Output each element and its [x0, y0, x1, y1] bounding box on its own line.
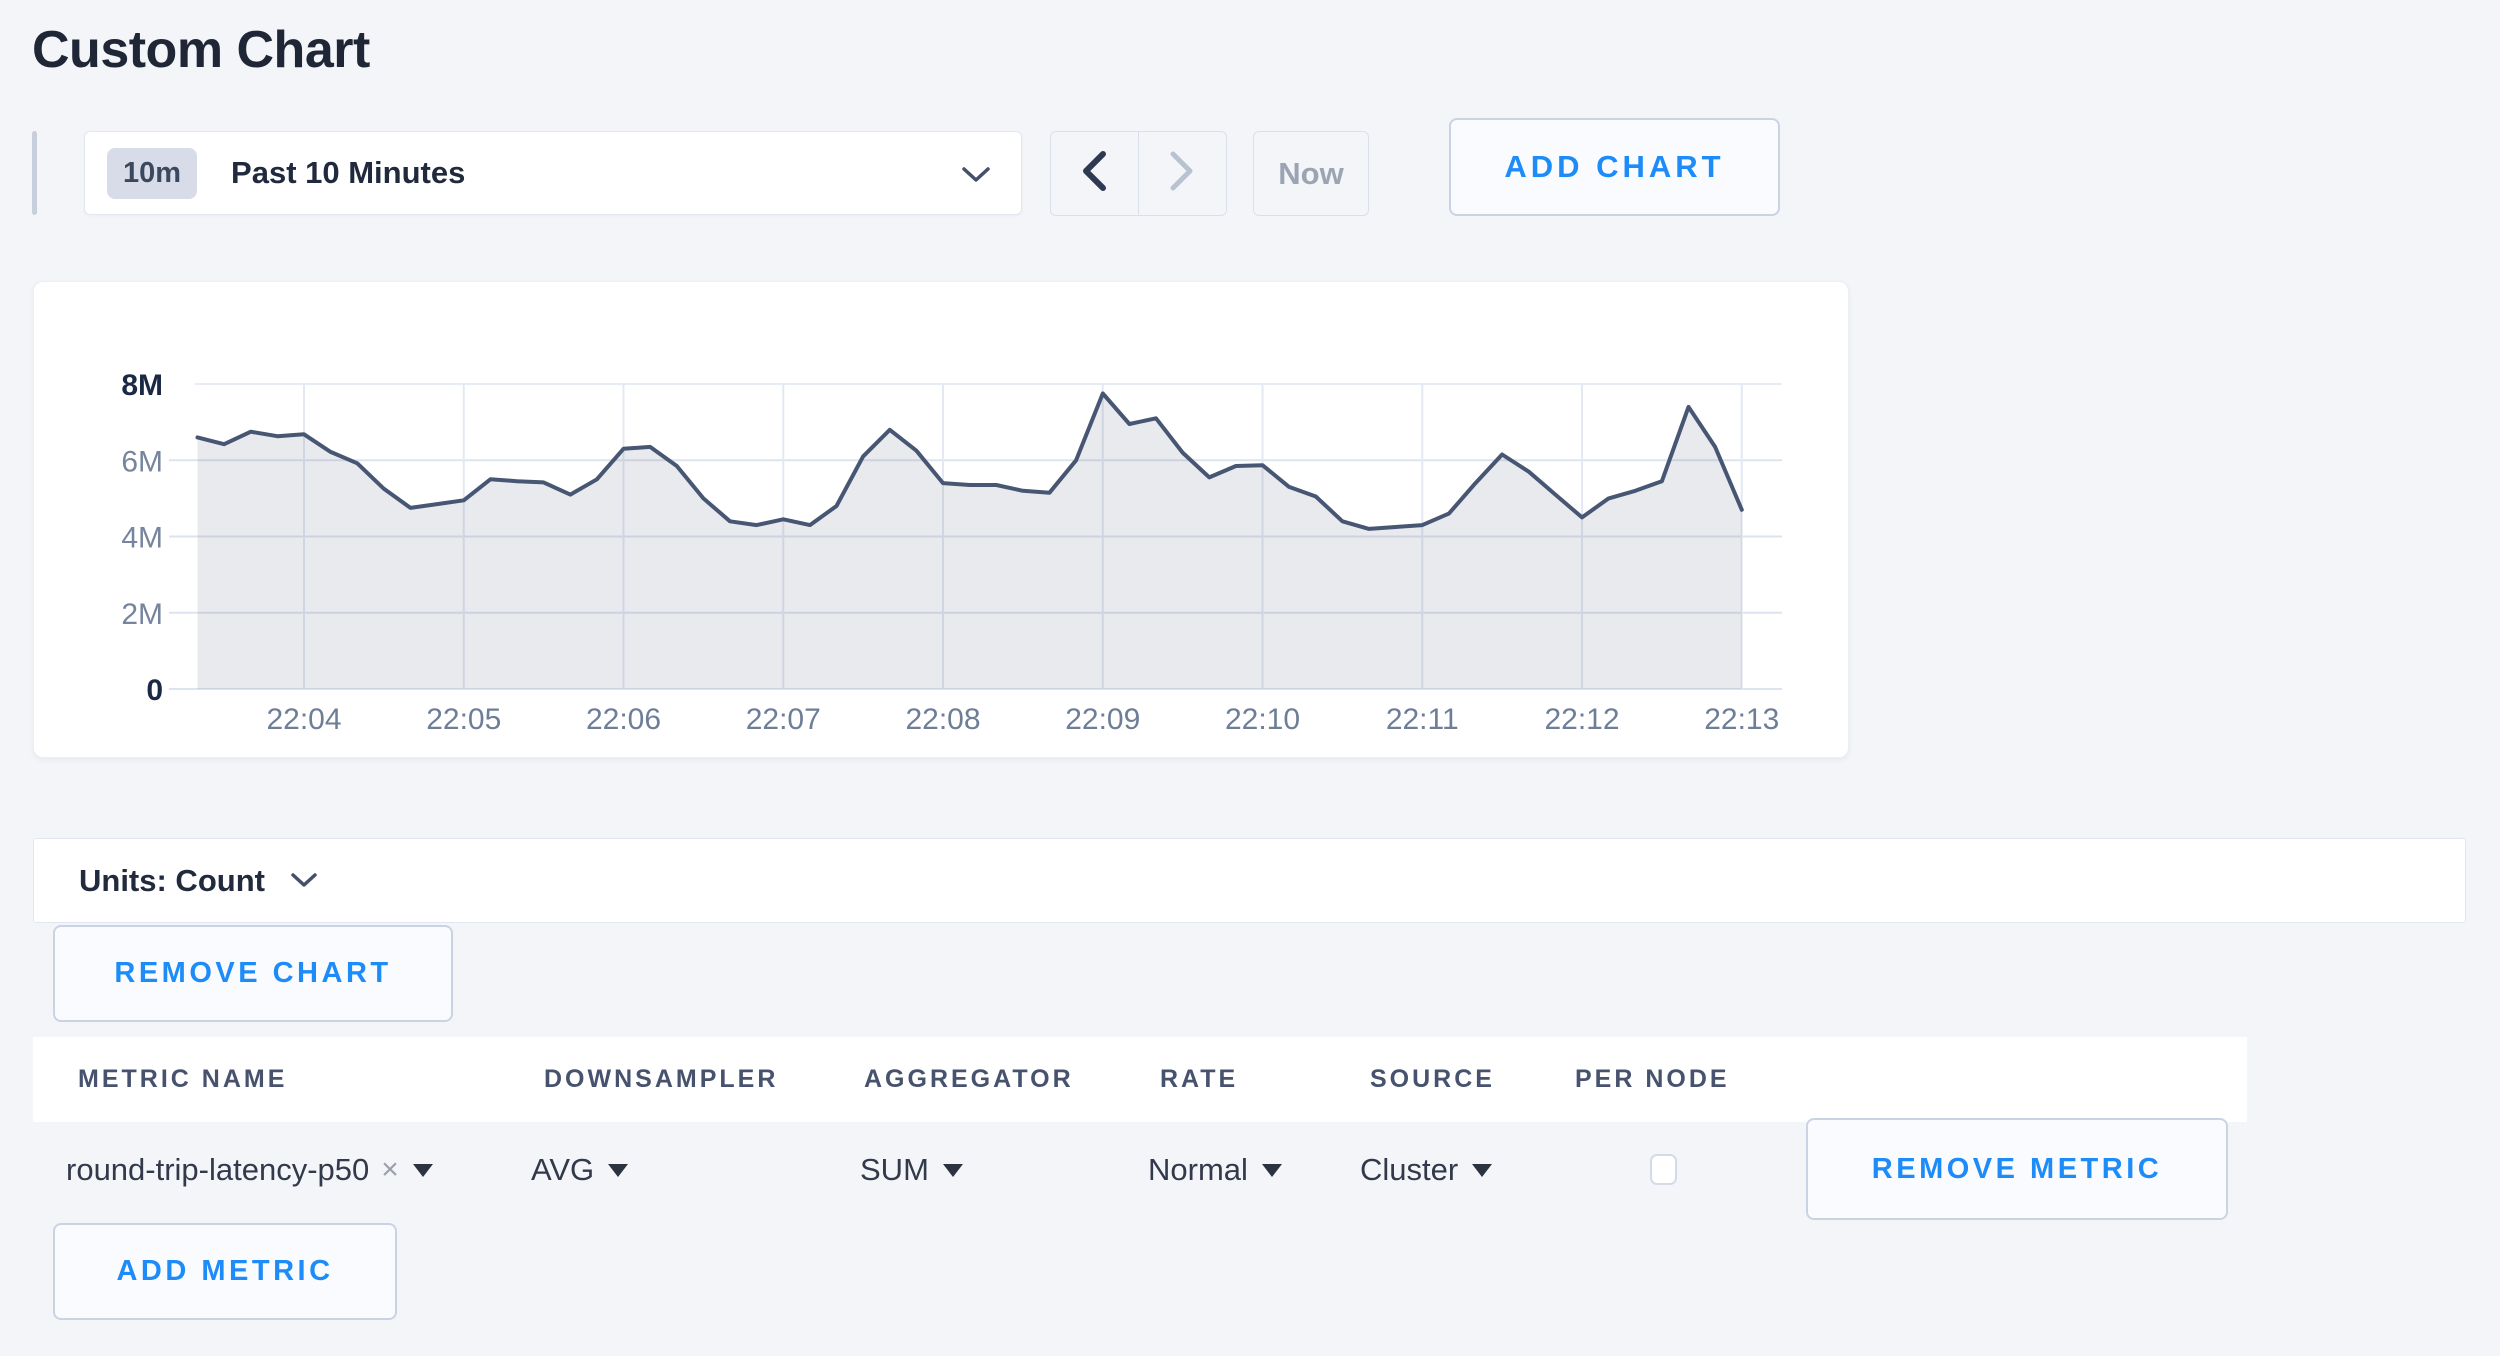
caret-down-icon: [412, 1163, 433, 1177]
units-select[interactable]: Units: Count: [33, 838, 2466, 923]
svg-text:22:12: 22:12: [1544, 703, 1619, 736]
metric-table-row: round-trip-latency-p50 × AVG SUM Normal …: [0, 1118, 2500, 1220]
toolbar-accent-bar: [32, 131, 37, 215]
column-header-aggregator: AGGREGATOR: [864, 1065, 1074, 1093]
remove-chart-button[interactable]: REMOVE CHART: [53, 925, 453, 1022]
svg-text:2M: 2M: [121, 598, 163, 631]
source-value: Cluster: [1360, 1152, 1459, 1187]
svg-text:8M: 8M: [121, 369, 163, 402]
metrics-table-header: METRIC NAME DOWNSAMPLER AGGREGATOR RATE …: [33, 1037, 2247, 1122]
svg-text:22:10: 22:10: [1225, 703, 1300, 736]
chart-card: 0 2M 4M 6M 8M 22:04 22:05 22:06 22:07 22:08 22:09 2…: [33, 281, 1849, 758]
time-forward-button[interactable]: [1139, 132, 1227, 215]
remove-metric-chip-icon[interactable]: ×: [381, 1153, 399, 1186]
now-button[interactable]: Now: [1253, 131, 1369, 216]
column-header-source: SOURCE: [1370, 1065, 1495, 1093]
rate-select[interactable]: Normal: [1148, 1122, 1282, 1218]
page-title: Custom Chart: [32, 21, 370, 79]
column-header-downsampler: DOWNSAMPLER: [544, 1065, 779, 1093]
svg-text:6M: 6M: [121, 445, 163, 478]
column-header-rate: RATE: [1160, 1065, 1239, 1093]
metric-name-select[interactable]: round-trip-latency-p50 ×: [66, 1122, 433, 1218]
aggregator-select[interactable]: SUM: [860, 1122, 963, 1218]
units-select-label: Units: Count: [79, 862, 265, 898]
caret-down-icon: [1261, 1163, 1282, 1177]
svg-text:22:08: 22:08: [905, 703, 980, 736]
time-range-select[interactable]: 10m Past 10 Minutes: [84, 131, 1022, 215]
caret-down-icon: [608, 1163, 629, 1177]
downsampler-value: AVG: [531, 1152, 595, 1187]
source-select[interactable]: Cluster: [1360, 1122, 1493, 1218]
svg-text:4M: 4M: [121, 522, 163, 555]
add-chart-button[interactable]: ADD CHART: [1449, 118, 1780, 216]
time-range-label: Past 10 Minutes: [231, 155, 466, 190]
caret-down-icon: [1472, 1163, 1493, 1177]
column-header-per-node: PER NODE: [1575, 1065, 1730, 1093]
aggregator-value: SUM: [860, 1152, 929, 1187]
rate-value: Normal: [1148, 1152, 1248, 1187]
svg-text:22:13: 22:13: [1704, 703, 1779, 736]
chevron-left-icon: [1080, 150, 1108, 197]
chevron-down-icon: [961, 166, 991, 189]
chevron-down-icon: [291, 873, 317, 894]
timeseries-area-chart[interactable]: 0 2M 4M 6M 8M 22:04 22:05 22:06 22:07 22:08 22:09 2…: [34, 282, 1850, 759]
svg-text:22:09: 22:09: [1065, 703, 1140, 736]
svg-text:0: 0: [146, 674, 163, 707]
column-header-metric-name: METRIC NAME: [78, 1065, 288, 1093]
svg-text:22:06: 22:06: [586, 703, 661, 736]
chevron-right-icon: [1168, 150, 1196, 197]
time-back-button[interactable]: [1051, 132, 1139, 215]
time-step-button-group: [1050, 131, 1227, 216]
caret-down-icon: [942, 1163, 963, 1177]
remove-metric-button[interactable]: REMOVE METRIC: [1806, 1118, 2228, 1220]
downsampler-select[interactable]: AVG: [531, 1122, 629, 1218]
svg-text:22:11: 22:11: [1386, 703, 1459, 736]
per-node-checkbox[interactable]: [1650, 1154, 1677, 1185]
svg-text:22:07: 22:07: [746, 703, 821, 736]
svg-text:22:04: 22:04: [266, 703, 341, 736]
metric-name-value: round-trip-latency-p50: [66, 1152, 370, 1187]
add-metric-button[interactable]: ADD METRIC: [53, 1223, 397, 1320]
svg-text:22:05: 22:05: [426, 703, 501, 736]
time-range-badge: 10m: [107, 147, 198, 199]
